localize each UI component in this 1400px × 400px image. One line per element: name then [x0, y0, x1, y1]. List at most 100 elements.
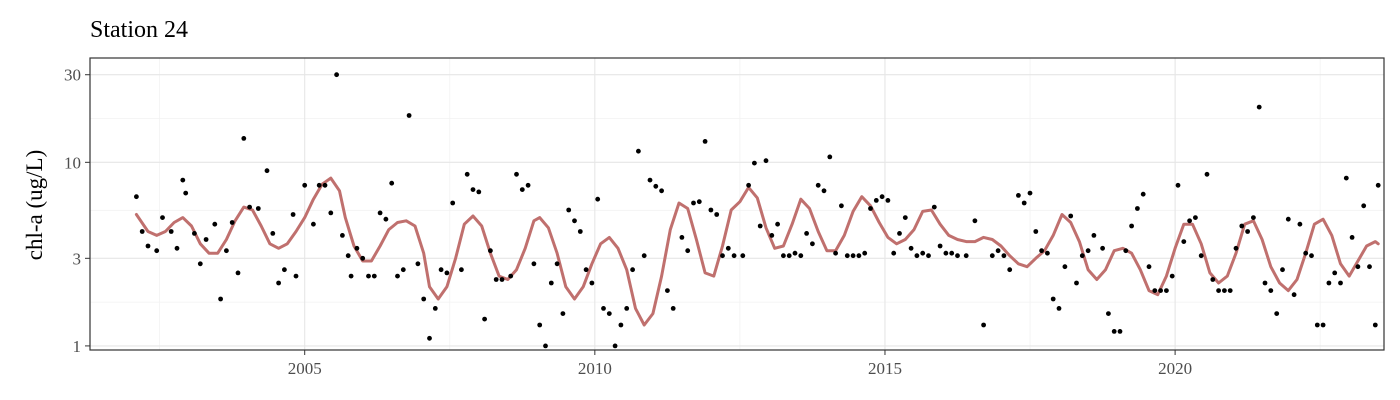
data-point: [1239, 223, 1245, 229]
data-point: [665, 288, 670, 293]
data-point: [1158, 288, 1163, 293]
y-tick-label: 30: [64, 66, 81, 85]
data-point: [920, 250, 926, 256]
data-point: [1079, 253, 1085, 259]
data-point: [1106, 311, 1111, 316]
data-point: [444, 270, 450, 276]
data-point: [1016, 193, 1021, 198]
data-point: [972, 218, 978, 224]
data-point: [1123, 248, 1129, 254]
points-layer: [134, 72, 1381, 349]
y-tick-label: 10: [64, 153, 81, 172]
data-point: [354, 245, 360, 251]
data-point: [1164, 288, 1169, 293]
data-point: [1210, 277, 1216, 282]
data-point: [775, 221, 780, 227]
y-tick-label: 3: [73, 249, 82, 268]
data-point: [241, 136, 247, 141]
data-point: [432, 306, 438, 311]
data-point: [566, 207, 572, 213]
data-point: [833, 250, 838, 256]
data-point: [134, 194, 139, 200]
data-point: [203, 237, 209, 242]
data-point: [612, 343, 618, 349]
data-point: [1367, 264, 1372, 270]
data-point: [154, 248, 160, 254]
data-point: [1062, 264, 1068, 270]
data-point: [145, 243, 151, 249]
data-point: [371, 273, 377, 279]
data-point: [421, 296, 427, 302]
data-point: [685, 248, 691, 254]
x-tick-label: 2020: [1158, 359, 1192, 378]
data-point: [1245, 229, 1250, 234]
data-point: [1338, 280, 1343, 286]
data-point: [192, 231, 197, 236]
data-point: [606, 311, 612, 316]
data-point: [438, 267, 444, 273]
data-point: [160, 215, 165, 221]
data-point: [763, 158, 769, 164]
data-point: [757, 223, 763, 229]
data-point: [1135, 206, 1140, 211]
data-point: [868, 206, 873, 211]
data-point: [630, 267, 635, 273]
data-point: [1274, 311, 1280, 316]
data-point: [1314, 322, 1320, 328]
data-point: [183, 190, 189, 196]
data-point: [293, 273, 299, 279]
data-point: [1320, 322, 1326, 328]
data-point: [1033, 229, 1039, 234]
data-point: [601, 306, 606, 311]
data-point: [255, 206, 261, 211]
data-point: [366, 273, 371, 279]
grid: [90, 58, 1384, 350]
data-point: [1100, 245, 1105, 251]
data-point: [821, 188, 827, 194]
data-point: [427, 335, 432, 341]
data-point: [554, 261, 560, 267]
data-point: [679, 235, 685, 240]
data-point: [844, 253, 850, 259]
data-point: [180, 177, 186, 183]
data-point: [981, 322, 986, 328]
data-point: [276, 280, 281, 286]
data-point: [1187, 218, 1192, 224]
data-point: [1169, 273, 1175, 279]
data-point: [1181, 239, 1187, 245]
data-point: [752, 160, 757, 166]
data-point: [383, 216, 389, 222]
data-point: [636, 148, 641, 154]
data-point: [989, 253, 995, 259]
data-point: [624, 306, 630, 311]
data-point: [406, 113, 412, 118]
data-point: [708, 207, 714, 213]
data-point: [224, 248, 229, 254]
data-point: [1372, 322, 1378, 328]
data-point: [1193, 215, 1198, 221]
data-point: [1251, 215, 1256, 221]
data-point: [1256, 104, 1262, 110]
data-point: [659, 188, 664, 194]
data-point: [450, 200, 456, 206]
data-point: [725, 245, 731, 251]
data-point: [1268, 288, 1274, 293]
data-point: [572, 218, 577, 224]
data-point: [850, 253, 856, 259]
data-point: [348, 273, 354, 279]
data-point: [1152, 288, 1158, 293]
data-point: [270, 231, 276, 236]
data-point: [902, 215, 908, 221]
data-point: [792, 250, 798, 256]
data-point: [647, 177, 653, 183]
data-point: [415, 261, 421, 267]
data-point: [595, 196, 601, 202]
data-point: [1204, 171, 1210, 177]
data-point: [514, 171, 519, 177]
data-point: [995, 248, 1001, 254]
data-point: [493, 277, 499, 282]
x-tick-label: 2015: [868, 359, 902, 378]
data-point: [618, 322, 624, 328]
data-point: [943, 250, 949, 256]
data-point: [1056, 306, 1062, 311]
